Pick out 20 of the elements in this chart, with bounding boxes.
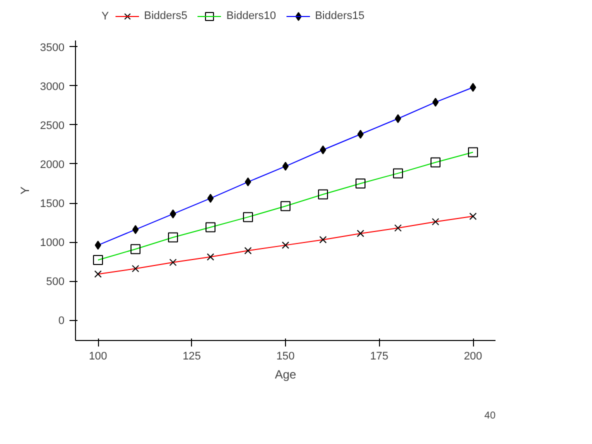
y-tick-label: 1500 (40, 198, 65, 210)
legend-label: Bidders10 (226, 10, 276, 22)
legend-label: Bidders5 (144, 10, 188, 22)
x-tick-label: 125 (182, 350, 201, 362)
y-tick-label: 3500 (40, 42, 65, 54)
text: 40 (484, 410, 496, 422)
x-tick-label: 175 (370, 350, 388, 362)
y-tick-label: 2000 (40, 158, 65, 171)
legend-title: Y (102, 10, 110, 22)
y-axis-title: Y (18, 186, 32, 194)
y-tick-label: 3000 (40, 80, 65, 93)
legend-label: Bidders15 (314, 10, 365, 22)
x-tick-label: 100 (88, 350, 108, 362)
y-tick-label: 500 (46, 276, 65, 288)
y-tick-label: 0 (58, 315, 65, 328)
x-tick-label: 200 (464, 350, 482, 362)
x-axis-title: Age (274, 368, 296, 382)
y-tick-label: 1000 (40, 237, 65, 250)
y-tick-label: 2500 (40, 120, 65, 132)
x-tick-label: 150 (276, 350, 295, 362)
